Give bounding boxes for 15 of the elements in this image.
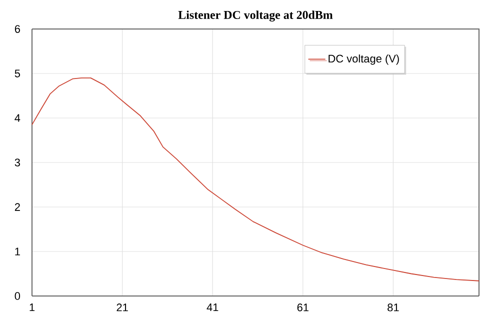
- x-tick-label: 61: [297, 304, 308, 312]
- y-tick-label: 4: [14, 114, 20, 122]
- x-tick-label: 81: [388, 304, 399, 312]
- y-tick-label: 1: [15, 248, 20, 256]
- line-series: [32, 78, 480, 282]
- x-tick-label: 21: [116, 304, 128, 312]
- x-tick-label: 1: [30, 304, 35, 312]
- y-tick-label: 0: [14, 292, 20, 300]
- y-tick-label: 2: [14, 203, 20, 211]
- chart-title: Listener DC voltage at 20dBm: [178, 10, 333, 22]
- y-tick-label: 6: [14, 25, 20, 33]
- y-tick-label: 5: [14, 70, 20, 78]
- legend-label: DC voltage (V): [328, 54, 399, 65]
- x-tick-label: 41: [206, 304, 218, 312]
- y-tick-label: 3: [14, 158, 20, 166]
